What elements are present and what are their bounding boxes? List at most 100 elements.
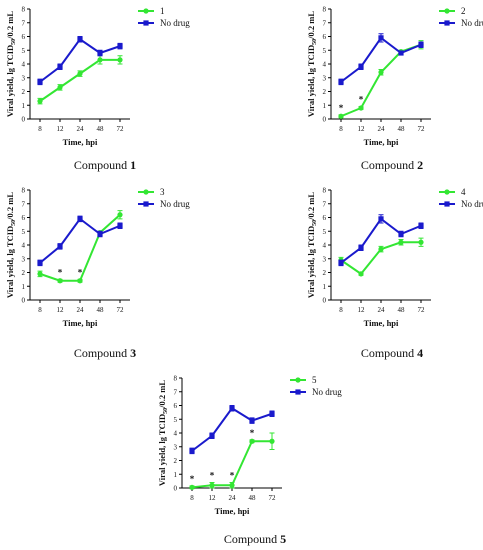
data-point <box>398 231 404 237</box>
x-tick-label: 48 <box>398 306 406 314</box>
series-no-drug <box>37 215 123 267</box>
y-tick-label: 0 <box>323 297 327 305</box>
significance-marker: * <box>230 471 235 481</box>
x-tick-label: 8 <box>190 494 194 502</box>
chart-caption: Compound 5 <box>224 532 286 546</box>
data-point <box>77 278 83 284</box>
data-point <box>338 113 344 119</box>
y-tick-label: 7 <box>323 19 327 27</box>
y-tick-label: 0 <box>323 116 327 124</box>
x-tick-label: 8 <box>339 306 343 314</box>
y-tick-label: 3 <box>22 255 26 263</box>
series-drug <box>338 237 424 277</box>
series-line <box>191 406 273 452</box>
y-tick-label: 5 <box>323 228 327 236</box>
data-point <box>117 57 123 63</box>
data-point <box>97 231 103 237</box>
data-point <box>37 79 43 85</box>
data-point <box>398 239 404 245</box>
legend-label: No drug <box>461 18 483 28</box>
data-point <box>57 243 63 249</box>
legend-label: 4 <box>461 187 466 197</box>
x-tick-label: 8 <box>38 306 42 314</box>
x-tick-label: 12 <box>358 125 366 133</box>
y-tick-label: 0 <box>22 116 26 124</box>
series-line <box>39 58 120 102</box>
x-tick-label: 24 <box>229 494 237 502</box>
legend-marker <box>444 201 450 207</box>
x-tick-label: 24 <box>77 306 85 314</box>
significance-marker: * <box>78 267 83 277</box>
x-tick-label: 12 <box>209 494 217 502</box>
legend-marker <box>143 201 149 207</box>
data-point <box>249 438 255 444</box>
data-point <box>358 64 364 70</box>
data-point <box>378 35 384 41</box>
legend-label: 2 <box>461 6 466 16</box>
data-point <box>189 484 195 490</box>
data-point <box>37 260 43 266</box>
y-axis-title: Viral yield, lg TCID50/0.2 mL <box>306 192 318 298</box>
x-tick-label: 24 <box>378 306 386 314</box>
x-axis-title: Time, hpi <box>215 506 250 516</box>
y-tick-label: 0 <box>174 485 178 493</box>
y-axis-title: Viral yield, lg TCID50/0.2 mL <box>5 11 17 117</box>
y-tick-label: 8 <box>323 187 327 195</box>
y-tick-label: 2 <box>22 88 26 96</box>
legend: 5 No drug <box>290 375 342 397</box>
x-tick-label: 48 <box>97 306 105 314</box>
x-tick-label: 8 <box>38 125 42 133</box>
legend: 1 No drug <box>138 6 190 28</box>
y-tick-label: 2 <box>174 457 178 465</box>
legend-label: 3 <box>160 187 165 197</box>
y-tick-label: 7 <box>22 19 26 27</box>
y-tick-label: 1 <box>22 102 26 110</box>
legend-marker <box>444 189 450 195</box>
legend-label: No drug <box>461 199 483 209</box>
x-tick-label: 8 <box>339 125 343 133</box>
y-tick-label: 3 <box>323 74 327 82</box>
data-point <box>418 223 424 229</box>
data-point <box>117 212 123 218</box>
significance-marker: * <box>339 103 344 113</box>
y-tick-label: 4 <box>22 61 26 69</box>
y-tick-label: 6 <box>22 33 26 41</box>
y-tick-label: 2 <box>22 269 26 277</box>
data-point <box>418 42 424 48</box>
y-tick-label: 8 <box>22 187 26 195</box>
chart-caption: Compound 1 <box>74 158 136 172</box>
data-point <box>338 260 344 266</box>
series-drug <box>37 55 123 105</box>
chart-caption: Compound 4 <box>361 346 423 360</box>
y-tick-label: 1 <box>174 471 178 479</box>
significance-marker: * <box>359 95 364 105</box>
series-no-drug <box>37 36 123 86</box>
y-axis-title: Viral yield, lg TCID50/0.2 mL <box>157 380 169 486</box>
legend: 2 No drug <box>439 6 483 28</box>
series-no-drug <box>338 33 424 86</box>
data-point <box>209 433 215 439</box>
data-point <box>117 223 123 229</box>
x-tick-label: 48 <box>97 125 105 133</box>
y-tick-label: 8 <box>174 375 178 383</box>
x-axis-title: Time, hpi <box>364 137 399 147</box>
chart-caption: Compound 3 <box>74 346 136 360</box>
y-tick-label: 1 <box>22 283 26 291</box>
data-point <box>37 98 43 104</box>
y-tick-label: 5 <box>22 47 26 55</box>
series-drug <box>338 40 424 119</box>
x-tick-label: 24 <box>378 125 386 133</box>
data-point <box>398 50 404 56</box>
data-point <box>378 216 384 222</box>
data-point <box>57 278 63 284</box>
x-axis-title: Time, hpi <box>364 318 399 328</box>
series-line <box>340 217 422 264</box>
data-point <box>229 482 235 488</box>
data-point <box>229 405 235 411</box>
y-tick-label: 5 <box>22 228 26 236</box>
significance-marker: * <box>190 474 195 484</box>
legend-label: 1 <box>160 6 165 16</box>
y-tick-label: 2 <box>323 269 327 277</box>
